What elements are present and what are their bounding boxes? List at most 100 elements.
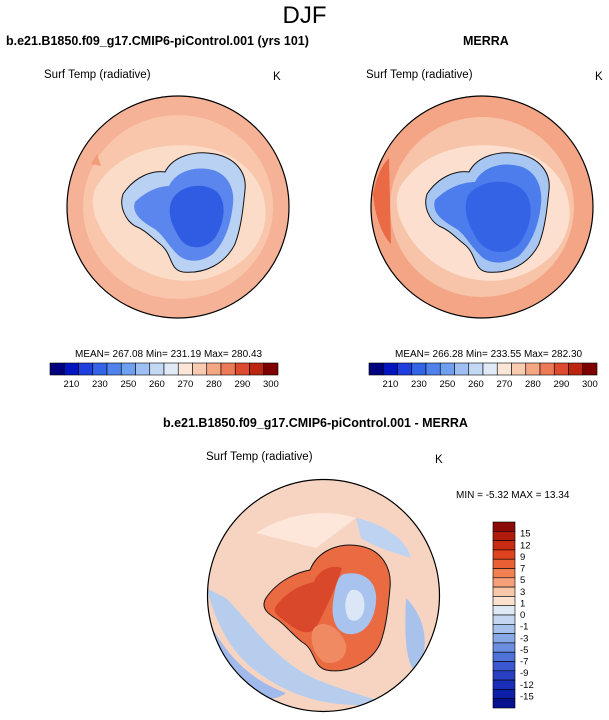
- panel2-stats: MEAN= 266.28 Min= 233.55 Max= 282.30: [395, 349, 583, 360]
- colorbar-swatch: [482, 362, 498, 376]
- colorbar-swatch: [149, 362, 165, 376]
- antarctica-core: [465, 181, 531, 253]
- panel3-stats: MIN = -5.32 MAX = 13.34: [456, 490, 570, 501]
- colorbar-tick-label: 15: [520, 529, 531, 540]
- colorbar-swatch: [492, 568, 516, 579]
- colorbar-swatch: [439, 362, 455, 376]
- colorbar-swatch: [411, 362, 427, 376]
- colorbar-swatch: [63, 362, 79, 376]
- colorbar-swatch: [492, 605, 516, 616]
- colorbar-tick-label: -5: [520, 645, 528, 656]
- colorbar-tick-label: 12: [520, 540, 531, 551]
- panel1-map: [66, 95, 290, 319]
- colorbar-tick-label: 290: [234, 379, 250, 390]
- colorbar-swatch: [582, 362, 598, 376]
- colorbar-swatch: [492, 633, 516, 644]
- colorbar-swatch: [496, 362, 512, 376]
- panel1-variable-label: Surf Temp (radiative): [44, 69, 151, 81]
- colorbar-swatch: [539, 362, 555, 376]
- colorbar-swatch: [92, 362, 108, 376]
- colorbar-swatch: [492, 596, 516, 607]
- neutral-north: [256, 513, 356, 548]
- panel1-title: b.e21.B1850.f09_g17.CMIP6-piControl.001 …: [6, 34, 309, 48]
- colorbar-swatch: [568, 362, 584, 376]
- colorbar-tick-label: 210: [63, 379, 79, 390]
- colorbar-swatch: [492, 642, 516, 653]
- panel2-title: MERRA: [463, 34, 509, 48]
- colorbar-swatch: [163, 362, 179, 376]
- colorbar-swatch: [492, 651, 516, 662]
- colorbar-swatch: [492, 531, 516, 541]
- panel2-units-label: K: [595, 71, 603, 83]
- colorbar-tick-label: 0: [520, 610, 525, 621]
- warm-edge-patch: [373, 158, 391, 244]
- warm-anomaly-west: [274, 566, 342, 633]
- panel2-colorbar: 210 230 250 260 270 280 290 300: [368, 362, 598, 390]
- colorbar-swatch: [511, 362, 527, 376]
- colorbar-tick-label: 270: [496, 379, 512, 390]
- colorbar-swatch: [492, 661, 516, 672]
- colorbar-tick-label: -1: [520, 622, 528, 633]
- colorbar-tick-label: 270: [177, 379, 193, 390]
- colorbar-swatch: [492, 577, 516, 588]
- colorbar-tick-label: 280: [525, 379, 541, 390]
- colorbar-tick-label: 300: [582, 379, 598, 390]
- panel2-variable-label: Surf Temp (radiative): [366, 69, 473, 81]
- colorbar-tick-label: 9: [520, 552, 525, 563]
- colorbar-swatch: [234, 362, 250, 376]
- colorbar-tick-label: 5: [520, 575, 525, 586]
- colorbar-swatch: [397, 362, 413, 376]
- colorbar-tick-label: 230: [411, 379, 427, 390]
- colorbar-tick-label: 290: [553, 379, 569, 390]
- colorbar-swatch: [49, 362, 65, 376]
- panel1-stats: MEAN= 267.08 Min= 231.19 Max= 280.43: [75, 349, 263, 360]
- colorbar-tick-label: 300: [263, 379, 279, 390]
- colorbar-swatch: [492, 549, 516, 560]
- colorbar-swatch: [492, 670, 516, 681]
- colorbar-tick-label: -12: [520, 680, 534, 691]
- colorbar-tick-label: -15: [520, 691, 534, 702]
- colorbar-swatch: [78, 362, 94, 376]
- colorbar-swatch: [492, 586, 516, 597]
- colorbar-tick-label: 1: [520, 598, 525, 609]
- colorbar-swatch: [492, 614, 516, 625]
- colorbar-tick-label: 260: [149, 379, 165, 390]
- colorbar-swatch: [192, 362, 208, 376]
- colorbar-swatch: [206, 362, 222, 376]
- panel3-title: b.e21.B1850.f09_g17.CMIP6-piControl.001 …: [163, 416, 468, 430]
- panel3-variable-label: Surf Temp (radiative): [206, 451, 313, 463]
- colorbar-tick-label: 250: [120, 379, 136, 390]
- colorbar-swatch: [120, 362, 136, 376]
- colorbar-swatch: [425, 362, 441, 376]
- colorbar-swatch: [220, 362, 236, 376]
- colorbar-swatch: [106, 362, 122, 376]
- panel1-units-label: K: [273, 71, 281, 83]
- panel3-units-label: K: [435, 454, 443, 466]
- cool-anomaly-east: [405, 598, 425, 673]
- colorbar-swatch: [263, 362, 279, 376]
- colorbar-swatch: [454, 362, 470, 376]
- colorbar-swatch: [382, 362, 398, 376]
- colorbar-tick-label: 230: [92, 379, 108, 390]
- colorbar-swatch: [492, 679, 516, 690]
- colorbar-swatch: [553, 362, 569, 376]
- colorbar-swatch: [177, 362, 193, 376]
- colorbar-tick-label: 210: [382, 379, 398, 390]
- colorbar-tick-label: -3: [520, 633, 528, 644]
- map-border: [66, 95, 290, 319]
- colorbar-tick-label: -9: [520, 668, 528, 679]
- colorbar-swatch: [492, 558, 516, 569]
- colorbar-swatch: [525, 362, 541, 376]
- colorbar-swatch: [492, 689, 516, 699]
- colorbar-swatch: [492, 698, 516, 709]
- panel3-map: [206, 478, 441, 713]
- figure-title: DJF: [282, 2, 327, 29]
- map-border: [206, 478, 441, 713]
- colorbar-tick-label: -7: [520, 657, 528, 668]
- colorbar-tick-label: 7: [520, 564, 525, 575]
- warm-anomaly-ross: [311, 623, 347, 664]
- panel1-colorbar: 210 230 250 260 270 280 290 300: [49, 362, 279, 390]
- colorbar-swatch: [249, 362, 265, 376]
- colorbar-swatch: [492, 521, 516, 532]
